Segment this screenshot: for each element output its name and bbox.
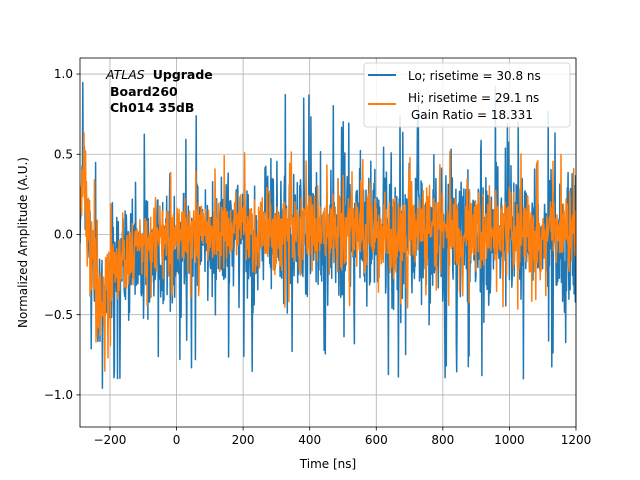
x-tick-label: 1000: [494, 433, 525, 447]
y-tick-label: 0.5: [54, 147, 73, 161]
y-tick-label: 1.0: [54, 67, 73, 81]
y-tick-label: 0.0: [54, 228, 73, 242]
atlas-annotation: ATLAS Upgrade Board260 Ch014 35dB: [105, 67, 213, 115]
x-tick-label: 400: [298, 433, 321, 447]
x-tick-label: 200: [232, 433, 255, 447]
ticks: −200 0 200 400 600 800 1000 1200 −1.0 −0.5 0.0 0.5 1…: [44, 67, 591, 447]
series-line-hi: [80, 132, 576, 372]
svg-text:ATLAS Upgrade: ATLAS Upgrade: [105, 67, 213, 82]
atlas-label: ATLAS: [105, 67, 145, 82]
legend-label-hi: Hi; risetime = 29.1 ns: [408, 91, 539, 105]
y-axis-label: Normalized Amplitude (A.U.): [16, 157, 30, 328]
x-axis-label: Time [ns]: [299, 457, 356, 471]
x-tick-label: 600: [365, 433, 388, 447]
legend-label-lo: Lo; risetime = 30.8 ns: [408, 69, 541, 83]
legend: Lo; risetime = 30.8 ns Hi; risetime = 29…: [363, 62, 571, 128]
channel-label: Ch014 35dB: [110, 100, 194, 115]
x-tick-label: 1200: [561, 433, 592, 447]
x-tick-label: 0: [173, 433, 181, 447]
plot-frame: [79, 57, 577, 428]
series-layer: [80, 81, 576, 389]
legend-box: [363, 62, 571, 128]
x-tick-label: −200: [93, 433, 126, 447]
legend-gain-ratio: Gain Ratio = 18.331: [411, 108, 533, 122]
upgrade-label: Upgrade: [153, 67, 213, 82]
x-tick-label: 800: [431, 433, 454, 447]
y-tick-label: −0.5: [44, 308, 73, 322]
y-tick-label: −1.0: [44, 388, 73, 402]
board-label: Board260: [110, 84, 178, 99]
